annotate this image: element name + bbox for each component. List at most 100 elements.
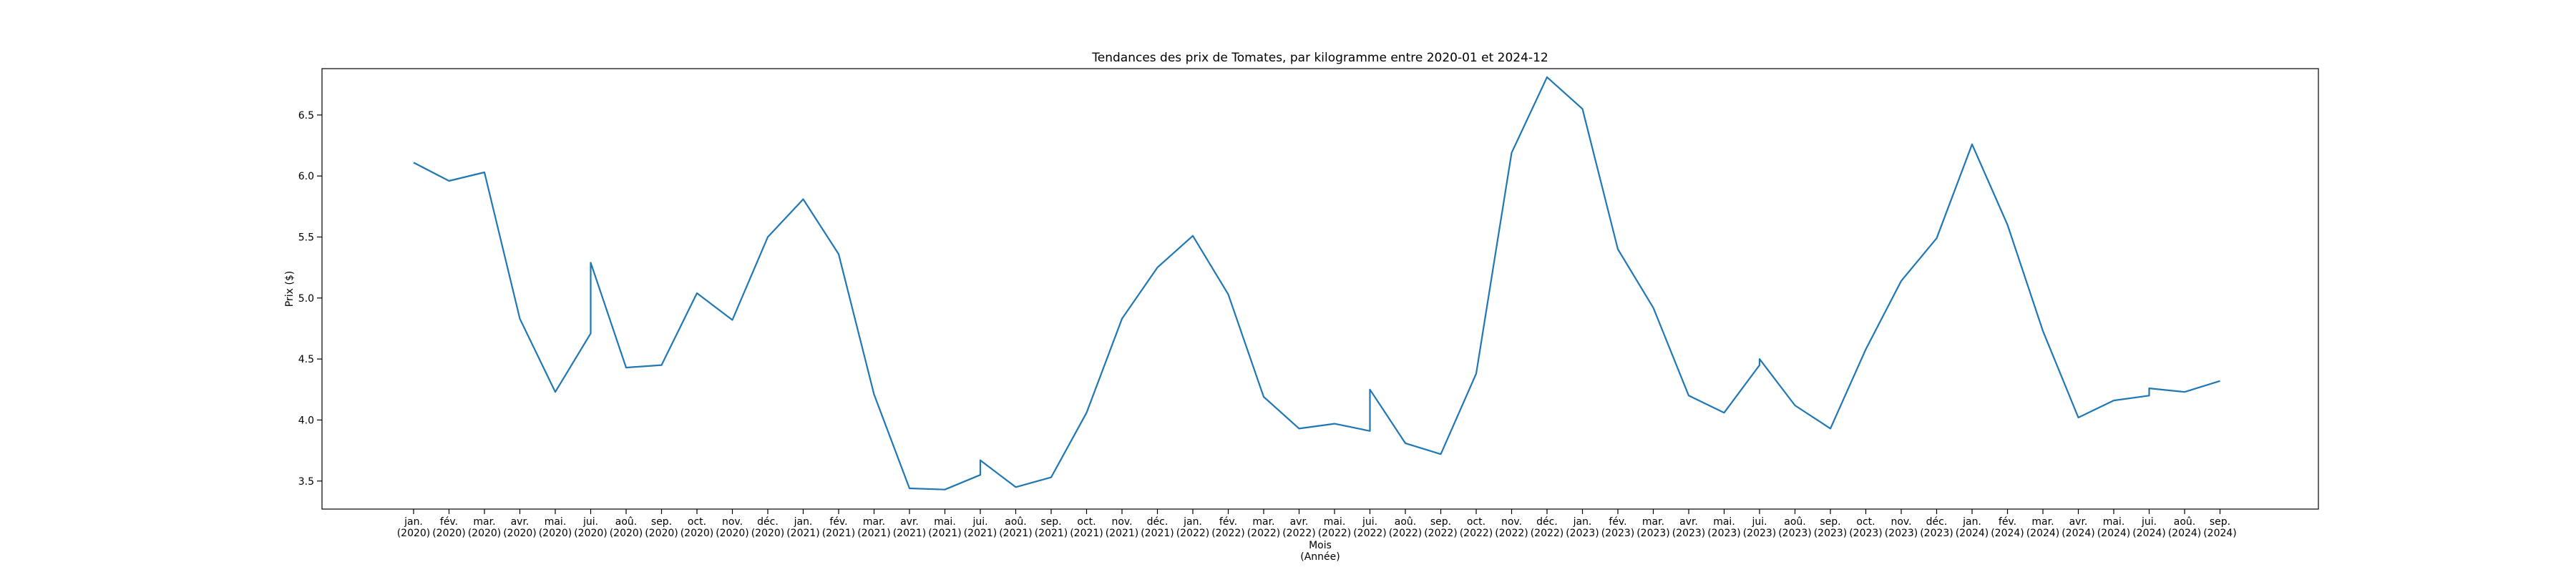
chart-title: Tendances des prix de Tomates, par kilog…	[1091, 51, 1548, 65]
x-tick-label-year: (2022)	[1389, 528, 1423, 539]
x-tick-label-month: mai.	[1713, 516, 1735, 528]
x-tick-label-year: (2023)	[1601, 528, 1635, 539]
x-tick-label-year: (2022)	[1495, 528, 1528, 539]
x-tick-label-month: fév.	[829, 516, 847, 528]
x-tick-label-year: (2023)	[1672, 528, 1706, 539]
y-axis: 3.5 4.0 4.5 5.0 5.5 6.0 6.5	[298, 110, 322, 488]
x-tick-label-month: oct.	[688, 516, 706, 528]
x-tick-label-year: (2023)	[1920, 528, 1953, 539]
plot-area	[321, 68, 2319, 510]
x-tick-label-month: déc.	[1147, 516, 1169, 528]
x-tick-label-month: déc.	[1926, 516, 1948, 528]
x-tick-label-month: sep.	[2210, 516, 2230, 528]
y-tick-label: 5.0	[298, 293, 314, 305]
x-tick-label-year: (2022)	[1318, 528, 1352, 539]
x-tick-label-year: (2023)	[1636, 528, 1670, 539]
x-tick-label-month: sep.	[1040, 516, 1061, 528]
x-tick-label-year: (2021)	[1035, 528, 1068, 539]
x-tick-label-month: jui.	[972, 516, 987, 528]
x-tick-label-year: (2020)	[503, 528, 537, 539]
x-tick-label-year: (2023)	[1566, 528, 1599, 539]
x-tick-label-month: mar.	[863, 516, 885, 528]
x-tick-label-month: aoû.	[615, 516, 637, 528]
x-tick-label-month: avr.	[1679, 516, 1698, 528]
y-tick-label: 4.5	[298, 354, 314, 365]
x-tick-label-month: déc.	[1536, 516, 1558, 528]
x-tick-label-month: jan.	[1183, 516, 1202, 528]
x-tick-label-month: aoû.	[1784, 516, 1805, 528]
x-tick-label-month: sep.	[651, 516, 672, 528]
x-tick-label-year: (2023)	[1814, 528, 1848, 539]
x-tick-label-month: mai.	[545, 516, 567, 528]
x-tick-label-year: (2024)	[1991, 528, 2024, 539]
x-tick-label-month: mar.	[1642, 516, 1664, 528]
x-tick-label-month: fév.	[1219, 516, 1237, 528]
x-tick-label-month: aoû.	[2174, 516, 2195, 528]
x-tick-label-year: (2020)	[397, 528, 431, 539]
x-tick-label-year: (2021)	[857, 528, 891, 539]
x-tick-label-year: (2022)	[1424, 528, 1458, 539]
x-tick-label-month: oct.	[1467, 516, 1485, 528]
y-axis-label: Prix ($)	[284, 271, 296, 307]
x-tick-label-month: oct.	[1856, 516, 1875, 528]
x-tick-label-month: avr.	[2069, 516, 2088, 528]
x-tick-label-year: (2021)	[1141, 528, 1174, 539]
x-tick-label-year: (2022)	[1211, 528, 1245, 539]
x-tick-label-year: (2022)	[1460, 528, 1493, 539]
plot-background	[322, 69, 2318, 509]
x-tick-label-month: fév.	[1609, 516, 1626, 528]
x-tick-label-month: nov.	[1890, 516, 1911, 528]
x-axis-label-unit: (Année)	[1300, 551, 1340, 563]
x-tick-label-year: (2021)	[928, 528, 962, 539]
x-tick-label-month: jui.	[1362, 516, 1377, 528]
x-tick-label-year: (2023)	[1707, 528, 1741, 539]
x-tick-label-year: (2021)	[1106, 528, 1139, 539]
x-tick-label-year: (2020)	[716, 528, 749, 539]
x-tick-label-year: (2020)	[751, 528, 785, 539]
x-tick-label-year: (2021)	[964, 528, 997, 539]
x-tick-label-month: mar.	[1252, 516, 1274, 528]
x-tick-label-year: (2024)	[2168, 528, 2202, 539]
x-tick-label-month: jan.	[1573, 516, 1592, 528]
x-tick-label-month: oct.	[1077, 516, 1096, 528]
x-tick-label-year: (2024)	[2062, 528, 2095, 539]
x-tick-label-month: jan.	[794, 516, 813, 528]
x-tick-label-year: (2021)	[999, 528, 1033, 539]
x-tick-label-year: (2023)	[1778, 528, 1812, 539]
x-tick-label-year: (2024)	[1956, 528, 1989, 539]
x-tick-label-year: (2022)	[1531, 528, 1564, 539]
y-tick-label: 4.0	[298, 415, 314, 426]
x-tick-label-year: (2020)	[680, 528, 714, 539]
x-tick-label-year: (2024)	[2203, 528, 2237, 539]
x-tick-label-year: (2021)	[1070, 528, 1103, 539]
x-tick-label-year: (2023)	[1743, 528, 1777, 539]
x-tick-label-year: (2020)	[645, 528, 678, 539]
x-tick-label-month: jui.	[1751, 516, 1767, 528]
x-tick-label-year: (2021)	[786, 528, 820, 539]
x-tick-label-month: sep.	[1430, 516, 1451, 528]
x-axis: jan.(2020)fév.(2020)mar.(2020)avr.(2020)…	[397, 509, 2237, 539]
y-tick-label: 3.5	[298, 476, 314, 488]
series-line-tomates	[413, 76, 2220, 490]
x-tick-label-year: (2021)	[893, 528, 927, 539]
x-tick-label-year: (2020)	[574, 528, 608, 539]
x-tick-label-year: (2020)	[610, 528, 643, 539]
x-tick-label-month: jui.	[582, 516, 598, 528]
x-tick-label-month: mai.	[1324, 516, 1346, 528]
x-tick-label-year: (2020)	[432, 528, 466, 539]
x-tick-label-month: jan.	[404, 516, 423, 528]
x-tick-label-month: sep.	[1820, 516, 1840, 528]
x-tick-label-year: (2023)	[1849, 528, 1883, 539]
x-tick-label-month: avr.	[900, 516, 919, 528]
x-axis-label: Mois	[1309, 540, 1332, 551]
x-tick-label-month: mai.	[2103, 516, 2125, 528]
x-tick-label-month: fév.	[440, 516, 458, 528]
y-tick-label: 6.0	[298, 171, 314, 182]
plot-frame	[321, 68, 2319, 510]
x-tick-label-month: mar.	[2031, 516, 2054, 528]
x-tick-label-month: jan.	[1962, 516, 1981, 528]
x-tick-label-year: (2024)	[2097, 528, 2131, 539]
y-tick-label: 5.5	[298, 232, 314, 243]
x-tick-label-year: (2022)	[1282, 528, 1316, 539]
